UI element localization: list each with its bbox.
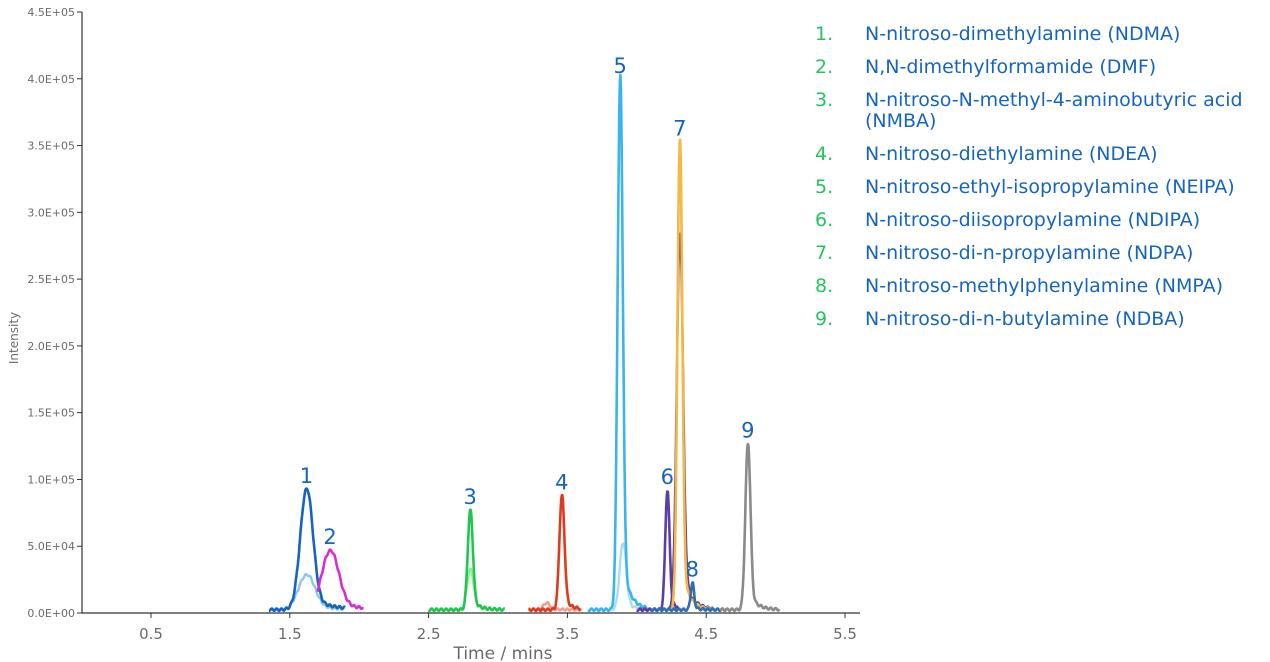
chromatogram-traces — [268, 73, 781, 613]
legend-compound-name: N,N-dimethylformamide (DMF) — [865, 56, 1157, 78]
trace-peak-3 — [427, 508, 506, 613]
legend-entry: 4. N-nitroso-diethylamine (NDEA) — [815, 144, 1265, 165]
legend-entry: 7. N-nitroso-di-n-propylamine (NDPA) — [815, 243, 1265, 264]
legend-entry: 8. N-nitroso-methylphenylamine (NMPA) — [815, 276, 1265, 297]
legend-number: 1. — [815, 23, 834, 45]
x-tick-label: 0.5 — [139, 625, 163, 643]
legend-number: 3. — [815, 89, 834, 111]
legend-entry: 6. N-nitroso-diisopropylamine (NDIPA) — [815, 210, 1265, 231]
legend: 1. N-nitroso-dimethylamine (NDMA) 2. N,N-di… — [815, 24, 1265, 342]
y-axis: 0.0E+00 5.0E+04 1.0E+05 1.5E+05 2.0E+05 2.5E+… — [27, 6, 83, 620]
legend-number: 8. — [815, 275, 834, 297]
legend-entry: 9. N-nitroso-di-n-butylamine (NDBA) — [815, 309, 1265, 330]
legend-number: 4. — [815, 143, 834, 165]
trace-peak-2 — [316, 548, 365, 611]
y-tick-label: 1.0E+05 — [27, 473, 75, 486]
legend-compound-name: N-nitroso-diethylamine (NDEA) — [865, 143, 1158, 165]
legend-number: 9. — [815, 308, 834, 330]
trace-peak-5 — [587, 73, 649, 613]
y-tick-label: 1.5E+05 — [27, 407, 75, 420]
trace-peak-1 — [268, 487, 346, 613]
legend-number: 6. — [815, 209, 834, 231]
trace-peak-9 — [719, 442, 781, 613]
x-tick-label: 5.5 — [833, 625, 857, 643]
legend-compound-name: N-nitroso-diisopropylamine (NDIPA) — [865, 209, 1201, 231]
trace-peak-7 — [663, 138, 714, 613]
trace-peak-8 — [649, 581, 728, 613]
peak-label-1: 1 — [300, 464, 313, 488]
legend-compound-name: N-nitroso-ethyl-isopropylamine (NEIPA) — [865, 176, 1235, 198]
legend-entry: 5. N-nitroso-ethyl-isopropylamine (NEIPA) — [815, 177, 1265, 198]
legend-number: 7. — [815, 242, 834, 264]
y-tick-label: 2.0E+05 — [27, 340, 75, 353]
trace-peak-6 — [635, 490, 680, 613]
peak-label-7: 7 — [673, 117, 686, 141]
peak-labels: 1 2 3 4 5 6 7 8 9 — [300, 54, 755, 582]
legend-compound-name: N-nitroso-dimethylamine (NDMA) — [865, 23, 1181, 45]
x-axis-title: Time / mins — [452, 644, 552, 662]
legend-compound-name: N-nitroso-di-n-propylamine (NDPA) — [865, 242, 1194, 264]
peak-label-6: 6 — [661, 465, 674, 489]
legend-compound-name: N-nitroso-N-methyl-4-aminobutyric acid (… — [865, 89, 1243, 132]
y-tick-label: 3.0E+05 — [27, 206, 75, 219]
x-tick-label: 4.5 — [694, 625, 718, 643]
peak-label-8: 8 — [686, 557, 699, 581]
x-tick-label: 1.5 — [278, 625, 302, 643]
x-axis: 0.5 1.5 2.5 3.5 4.5 5.5 — [82, 612, 860, 643]
peak-label-4: 4 — [555, 470, 568, 494]
y-tick-label: 4.0E+05 — [27, 73, 75, 86]
legend-entry: 1. N-nitroso-dimethylamine (NDMA) — [815, 24, 1265, 45]
trace-secondary-5 — [587, 542, 649, 612]
legend-compound-name: N-nitroso-di-n-butylamine (NDBA) — [865, 308, 1185, 330]
y-tick-label: 3.5E+05 — [27, 140, 75, 153]
legend-number: 2. — [815, 56, 834, 78]
trace-peak-4 — [527, 493, 582, 613]
legend-compound-name: N-nitroso-methylphenylamine (NMPA) — [865, 275, 1224, 297]
y-axis-title: Intensity — [7, 312, 21, 364]
legend-entry: 3. N-nitroso-N-methyl-4-aminobutyric acid… — [815, 90, 1265, 132]
x-tick-label: 2.5 — [417, 625, 441, 643]
y-tick-label: 2.5E+05 — [27, 273, 75, 286]
legend-entry: 2. N,N-dimethylformamide (DMF) — [815, 57, 1265, 78]
legend-number: 5. — [815, 176, 834, 198]
peak-label-2: 2 — [323, 525, 336, 549]
y-tick-label: 0.0E+00 — [27, 607, 75, 620]
peak-label-9: 9 — [741, 418, 754, 442]
y-tick-label: 4.5E+05 — [27, 6, 75, 19]
trace-secondary-7 — [663, 232, 714, 612]
x-tick-label: 3.5 — [555, 625, 579, 643]
y-tick-label: 5.0E+04 — [27, 540, 75, 553]
peak-label-5: 5 — [613, 54, 626, 78]
peak-label-3: 3 — [464, 485, 477, 509]
